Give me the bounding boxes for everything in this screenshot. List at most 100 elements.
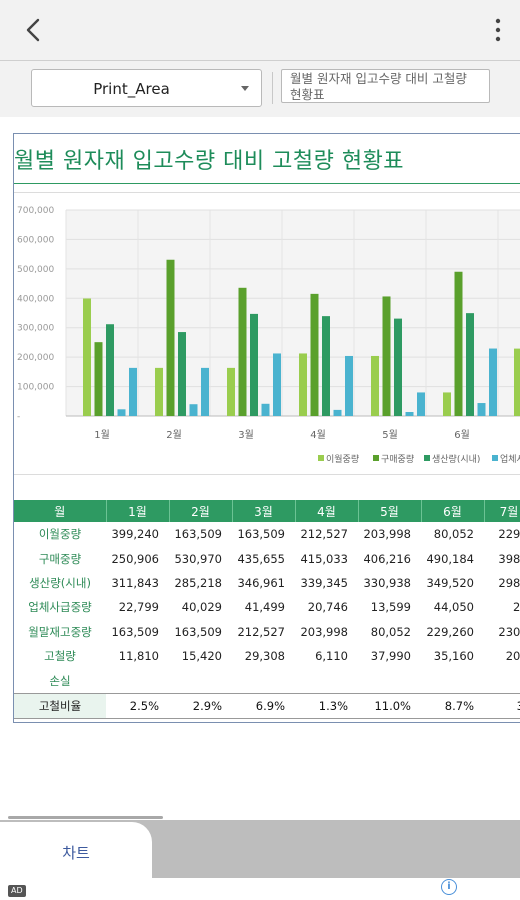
table-cell[interactable]: 13,599 <box>370 600 411 615</box>
row-label[interactable]: 월말재고중량 <box>28 624 92 639</box>
table-cell[interactable]: 80,052 <box>370 624 411 639</box>
y-tick-label: 100,000 <box>17 383 54 393</box>
title-underline <box>14 183 520 184</box>
table-cell[interactable]: 406,216 <box>363 551 411 566</box>
table-row: 고철비율 2.5% 2.9% 6.9% 1.3% 11.0% 8.7% 3 <box>14 692 520 720</box>
table-cell[interactable]: 20, <box>505 649 520 664</box>
table-cell[interactable]: 163,509 <box>111 624 159 639</box>
table-cell[interactable]: 346,961 <box>237 575 285 590</box>
table-cell[interactable]: 6,110 <box>315 649 348 664</box>
table-cell[interactable] <box>232 668 295 693</box>
table-cell[interactable]: 230, <box>498 624 520 639</box>
chart-frame[interactable] <box>14 192 520 475</box>
bar <box>273 353 281 416</box>
table-cell[interactable] <box>484 668 520 693</box>
header-cell[interactable]: 2월 <box>169 500 233 522</box>
row-label[interactable]: 생산량(시내) <box>29 575 91 590</box>
table-cell[interactable]: 212,527 <box>300 527 348 542</box>
x-tick-label: 3월 <box>238 429 254 441</box>
header-cell[interactable]: 3월 <box>232 500 296 522</box>
bar <box>477 403 486 416</box>
table-cell[interactable] <box>295 668 358 693</box>
bar <box>345 355 353 416</box>
header-cell[interactable]: 7월 <box>484 500 520 522</box>
row-label[interactable]: 손실 <box>49 673 71 688</box>
table-cell[interactable]: 415,033 <box>300 551 348 566</box>
table-cell[interactable]: 298, <box>498 575 520 590</box>
table-cell[interactable]: 311,843 <box>111 575 159 590</box>
name-box-select[interactable]: Print_Area <box>31 69 262 107</box>
header-cell[interactable]: 4월 <box>295 500 359 522</box>
table-cell[interactable]: 2.9% <box>169 692 232 720</box>
horizontal-scrollbar[interactable] <box>8 816 163 819</box>
formula-input[interactable]: 월별 원자재 입고수량 대비 고철량 현황표 <box>281 69 490 103</box>
table-cell[interactable]: 3 <box>484 692 520 720</box>
table-cell[interactable] <box>358 668 421 693</box>
table-cell[interactable]: 163,509 <box>174 624 222 639</box>
table-cell[interactable]: 8.7% <box>421 692 484 720</box>
table-cell[interactable]: 22,799 <box>118 600 159 615</box>
legend-swatch <box>318 455 324 461</box>
table-cell[interactable]: 11,810 <box>118 649 159 664</box>
row-label[interactable]: 고철비율 <box>14 692 106 720</box>
table-cell[interactable]: 15,420 <box>181 649 222 664</box>
table-cell[interactable]: 229, <box>498 527 520 542</box>
table-cell[interactable]: 6.9% <box>232 692 295 720</box>
table-cell[interactable]: 530,970 <box>174 551 222 566</box>
table-cell[interactable] <box>169 668 232 693</box>
table-cell[interactable]: 11.0% <box>358 692 421 720</box>
table-cell[interactable]: 339,345 <box>300 575 348 590</box>
table-cell[interactable]: 2, <box>513 600 520 615</box>
table-cell[interactable]: 212,527 <box>237 624 285 639</box>
y-tick-label: 200,000 <box>17 353 54 363</box>
header-cell[interactable]: 5월 <box>358 500 422 522</box>
table-cell[interactable]: 490,184 <box>426 551 474 566</box>
table-cell[interactable]: 1.3% <box>295 692 358 720</box>
bar <box>94 342 103 416</box>
header-cell[interactable]: 월 <box>14 500 107 522</box>
table-cell[interactable] <box>421 668 484 693</box>
row-label[interactable]: 고철량 <box>44 649 76 664</box>
row-label[interactable]: 이월중량 <box>38 527 82 542</box>
bar <box>238 287 247 416</box>
bar <box>250 313 258 416</box>
table-cell[interactable]: 44,050 <box>433 600 474 615</box>
table-cell[interactable]: 229,260 <box>426 624 474 639</box>
bar-chart[interactable]: 700,000 600,000 500,000 400,000 300,000 200,0… <box>14 192 520 473</box>
header-cell[interactable]: 6월 <box>421 500 485 522</box>
table-cell[interactable]: 250,906 <box>111 551 159 566</box>
bar <box>417 392 425 416</box>
table-cell[interactable]: 435,655 <box>237 551 285 566</box>
table-cell[interactable]: 163,509 <box>174 527 222 542</box>
table-cell[interactable]: 163,509 <box>237 527 285 542</box>
table-cell[interactable]: 398, <box>498 551 520 566</box>
table-cell[interactable]: 80,052 <box>433 527 474 542</box>
table-cell[interactable]: 41,499 <box>244 600 285 615</box>
table-cell[interactable]: 330,938 <box>363 575 411 590</box>
header-cell[interactable]: 1월 <box>106 500 170 522</box>
toolbar-divider <box>0 60 520 61</box>
table-cell[interactable]: 285,218 <box>174 575 222 590</box>
bar <box>371 355 379 416</box>
row-label[interactable]: 구매중량 <box>38 551 82 566</box>
table-cell[interactable]: 20,746 <box>307 600 348 615</box>
bar <box>514 348 520 416</box>
table-cell[interactable]: 29,308 <box>244 649 285 664</box>
table-cell[interactable] <box>106 668 169 693</box>
info-icon[interactable]: i <box>441 879 457 895</box>
table-cell[interactable]: 40,029 <box>181 600 222 615</box>
more-vert-icon[interactable] <box>488 16 508 44</box>
table-cell[interactable]: 399,240 <box>111 527 159 542</box>
table-cell[interactable]: 203,998 <box>363 527 411 542</box>
table-cell[interactable]: 203,998 <box>300 624 348 639</box>
table-cell[interactable]: 35,160 <box>433 649 474 664</box>
tab-chart[interactable]: 차트 <box>0 822 152 878</box>
table-cell[interactable]: 349,520 <box>426 575 474 590</box>
bar <box>454 271 463 416</box>
table-cell[interactable]: 2.5% <box>106 692 169 720</box>
back-arrow-icon[interactable] <box>18 14 50 46</box>
table-row: 이월중량 399,240 163,509 163,509 212,527 203… <box>14 522 520 546</box>
legend-label: 업체사급중량 <box>500 453 520 465</box>
row-label[interactable]: 업체사급중량 <box>28 600 92 615</box>
table-cell[interactable]: 37,990 <box>370 649 411 664</box>
